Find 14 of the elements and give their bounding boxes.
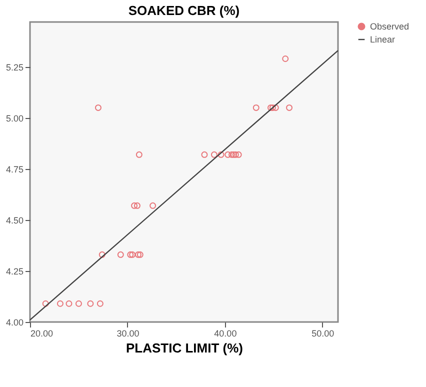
x-axis-title: PLASTIC LIMIT (%) bbox=[126, 340, 243, 356]
chart-title: SOAKED CBR (%) bbox=[128, 3, 240, 18]
y-tick-label: 4.50 bbox=[6, 215, 24, 226]
x-tick-label: 50.00 bbox=[312, 328, 334, 338]
x-tick-label: 30.00 bbox=[116, 328, 140, 338]
y-tick-label: 4.00 bbox=[6, 318, 24, 328]
y-tick-label: 4.75 bbox=[6, 164, 24, 174]
legend-label: Linear bbox=[370, 34, 396, 44]
y-tick-label: 5.00 bbox=[6, 113, 24, 124]
x-tick-label: 40.00 bbox=[214, 328, 237, 338]
y-tick-label: 5.25 bbox=[6, 62, 24, 72]
x-tick-label: 20.00 bbox=[30, 328, 54, 338]
legend-label: Observed bbox=[370, 22, 410, 32]
y-tick-label: 4.25 bbox=[6, 266, 24, 276]
